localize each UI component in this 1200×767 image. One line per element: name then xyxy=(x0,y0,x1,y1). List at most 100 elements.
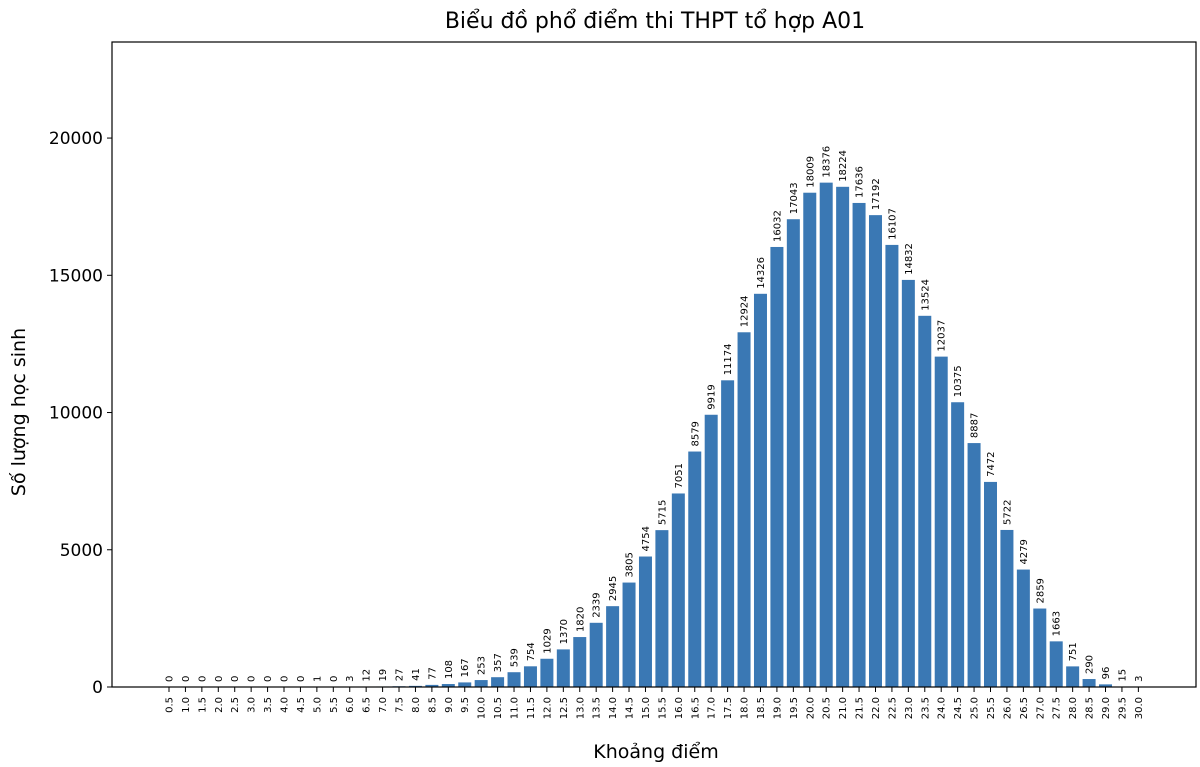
bar xyxy=(721,380,735,687)
bar-value-label: 3 xyxy=(345,676,356,682)
bar xyxy=(589,622,603,687)
bar-value-label: 11174 xyxy=(723,343,734,375)
x-tick-label: 11.0 xyxy=(510,697,521,719)
bar-value-label: 3 xyxy=(1134,676,1145,682)
x-tick-label: 16.5 xyxy=(690,697,701,719)
bar-value-label: 290 xyxy=(1085,655,1096,674)
bar-value-label: 14326 xyxy=(756,257,767,289)
bar xyxy=(852,202,866,687)
bar-value-label: 17192 xyxy=(871,178,882,210)
bar-value-label: 253 xyxy=(477,656,488,675)
x-tick-label: 9.0 xyxy=(444,697,455,713)
bar xyxy=(1082,679,1096,687)
bar-value-label: 7472 xyxy=(986,451,997,476)
bar-value-label: 17043 xyxy=(789,182,800,214)
bar-value-label: 27 xyxy=(395,669,406,682)
bar-value-label: 0 xyxy=(280,676,291,682)
bar-value-label: 17636 xyxy=(855,166,866,198)
bar xyxy=(622,582,636,687)
x-tick-label: 4.5 xyxy=(296,697,307,713)
bar-value-label: 16032 xyxy=(772,210,783,242)
x-tick-label: 26.0 xyxy=(1002,697,1013,719)
x-tick-label: 24.5 xyxy=(953,697,964,719)
bar xyxy=(523,666,537,687)
bar-value-label: 2339 xyxy=(592,592,603,617)
x-tick-label: 5.5 xyxy=(329,697,340,713)
bar-value-label: 4279 xyxy=(1019,539,1030,564)
bar-value-label: 0 xyxy=(329,676,340,682)
x-tick-label: 1.5 xyxy=(197,697,208,713)
x-tick-label: 8.0 xyxy=(411,697,422,713)
x-tick-label: 0.5 xyxy=(165,697,176,713)
x-tick-label: 27.5 xyxy=(1052,697,1063,719)
chart-title: Biểu đồ phổ điểm thi THPT tổ hợp A01 xyxy=(445,9,865,34)
x-tick-label: 30.0 xyxy=(1134,697,1145,719)
bar-value-label: 10375 xyxy=(953,365,964,397)
x-tick-label: 27.0 xyxy=(1035,697,1046,719)
x-tick-label: 10.0 xyxy=(477,697,488,719)
bar xyxy=(1000,529,1014,687)
bar-value-label: 77 xyxy=(427,667,438,680)
x-tick-label: 7.0 xyxy=(378,697,389,713)
x-tick-label: 18.5 xyxy=(756,697,767,719)
x-tick-label: 21.5 xyxy=(855,697,866,719)
bar-value-label: 12037 xyxy=(937,320,948,352)
x-tick-label: 24.0 xyxy=(937,697,948,719)
x-tick-label: 28.5 xyxy=(1085,697,1096,719)
bar xyxy=(786,219,800,687)
bar-value-label: 2945 xyxy=(608,576,619,601)
x-tick-label: 22.0 xyxy=(871,697,882,719)
x-tick-label: 14.5 xyxy=(625,697,636,719)
y-axis-ticks: 0 5000 10000 15000 20000 xyxy=(49,129,112,698)
y-tick-label: 15000 xyxy=(49,266,103,286)
bar xyxy=(425,684,439,687)
bar-value-label: 754 xyxy=(526,642,537,661)
bar-value-label: 15 xyxy=(1117,669,1128,682)
bar xyxy=(901,279,915,687)
x-tick-label: 20.5 xyxy=(822,697,833,719)
bar xyxy=(1033,608,1047,687)
bar-value-label: 1029 xyxy=(542,628,553,653)
x-tick-label: 6.0 xyxy=(345,697,356,713)
x-tick-label: 15.0 xyxy=(641,697,652,719)
data-labels-group: 0 0 0 0 0 0 0 0 0 1 0 3 12 19 27 41 77 108 167 253 357 539 754… xyxy=(165,146,1145,682)
x-tick-label: 12.0 xyxy=(542,697,553,719)
y-tick-label: 0 xyxy=(92,678,103,698)
x-tick-label: 18.0 xyxy=(740,697,751,719)
x-tick-label: 14.0 xyxy=(608,697,619,719)
bar xyxy=(458,682,472,687)
bar-value-label: 18376 xyxy=(822,146,833,178)
y-tick-label: 5000 xyxy=(60,541,103,561)
bar-value-label: 357 xyxy=(493,653,504,672)
bar-value-label: 18224 xyxy=(838,150,849,182)
x-tick-label: 23.5 xyxy=(920,697,931,719)
bar-value-label: 167 xyxy=(460,658,471,677)
x-tick-label: 10.5 xyxy=(493,697,504,719)
bar-value-label: 8579 xyxy=(690,421,701,446)
bar-value-label: 12 xyxy=(362,669,373,682)
x-tick-label: 29.5 xyxy=(1117,697,1128,719)
x-tick-label: 13.0 xyxy=(575,697,586,719)
x-tick-label: 17.5 xyxy=(723,697,734,719)
bar-value-label: 19 xyxy=(378,669,389,682)
bar xyxy=(704,414,718,687)
plot-frame xyxy=(111,41,1197,688)
x-tick-label: 29.0 xyxy=(1101,697,1112,719)
bar-value-label: 0 xyxy=(197,676,208,682)
bar xyxy=(1066,666,1080,687)
bar-value-label: 14832 xyxy=(904,243,915,275)
bar-value-label: 5715 xyxy=(657,500,668,525)
bar xyxy=(984,481,997,687)
bar-value-label: 12924 xyxy=(740,295,751,327)
x-tick-label: 11.5 xyxy=(526,697,537,719)
bar-value-label: 1820 xyxy=(575,607,586,632)
bar-value-label: 8887 xyxy=(970,413,981,438)
x-tick-label: 1.0 xyxy=(181,697,192,713)
bar xyxy=(770,246,784,687)
x-tick-label: 13.5 xyxy=(592,697,603,719)
x-tick-label: 2.5 xyxy=(230,697,241,713)
x-tick-label: 2.0 xyxy=(214,697,225,713)
bar-value-label: 3805 xyxy=(625,552,636,577)
bar xyxy=(934,356,948,687)
bar-value-label: 108 xyxy=(444,660,455,679)
